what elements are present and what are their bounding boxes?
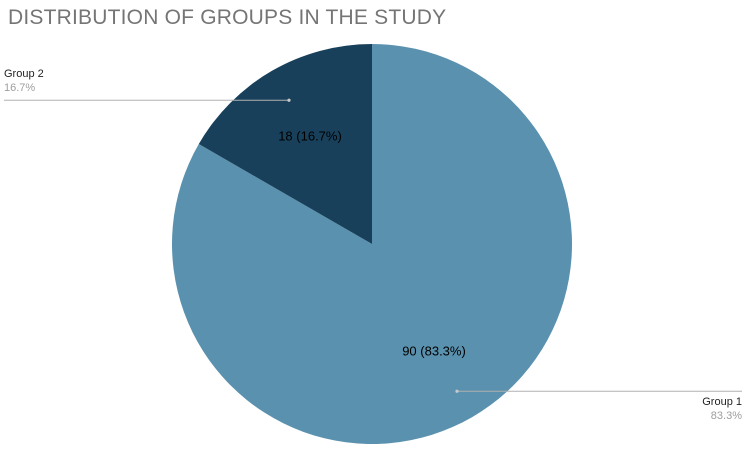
slice-value-label: 90 (83.3%)	[402, 343, 466, 358]
legend-label-name: Group 1	[702, 396, 742, 408]
legend-label-percent: 16.7%	[4, 82, 35, 94]
leader-anchor-dot	[455, 389, 459, 393]
slice-value-label: 18 (16.7%)	[278, 129, 342, 144]
leader-anchor-dot	[287, 98, 291, 102]
pie-slice-group-2	[198, 44, 372, 244]
chart-title: DISTRIBUTION OF GROUPS IN THE STUDY	[8, 6, 447, 29]
slice-labels-group: 90 (83.3%) 18 (16.7%)	[278, 129, 466, 359]
legend-label-name: Group 2	[4, 68, 44, 80]
legend-label-percent: 83.3%	[711, 410, 742, 422]
leader-lines-group: Group 1 83.3% Group 2 16.7%	[4, 68, 742, 422]
slices-group	[172, 44, 572, 444]
